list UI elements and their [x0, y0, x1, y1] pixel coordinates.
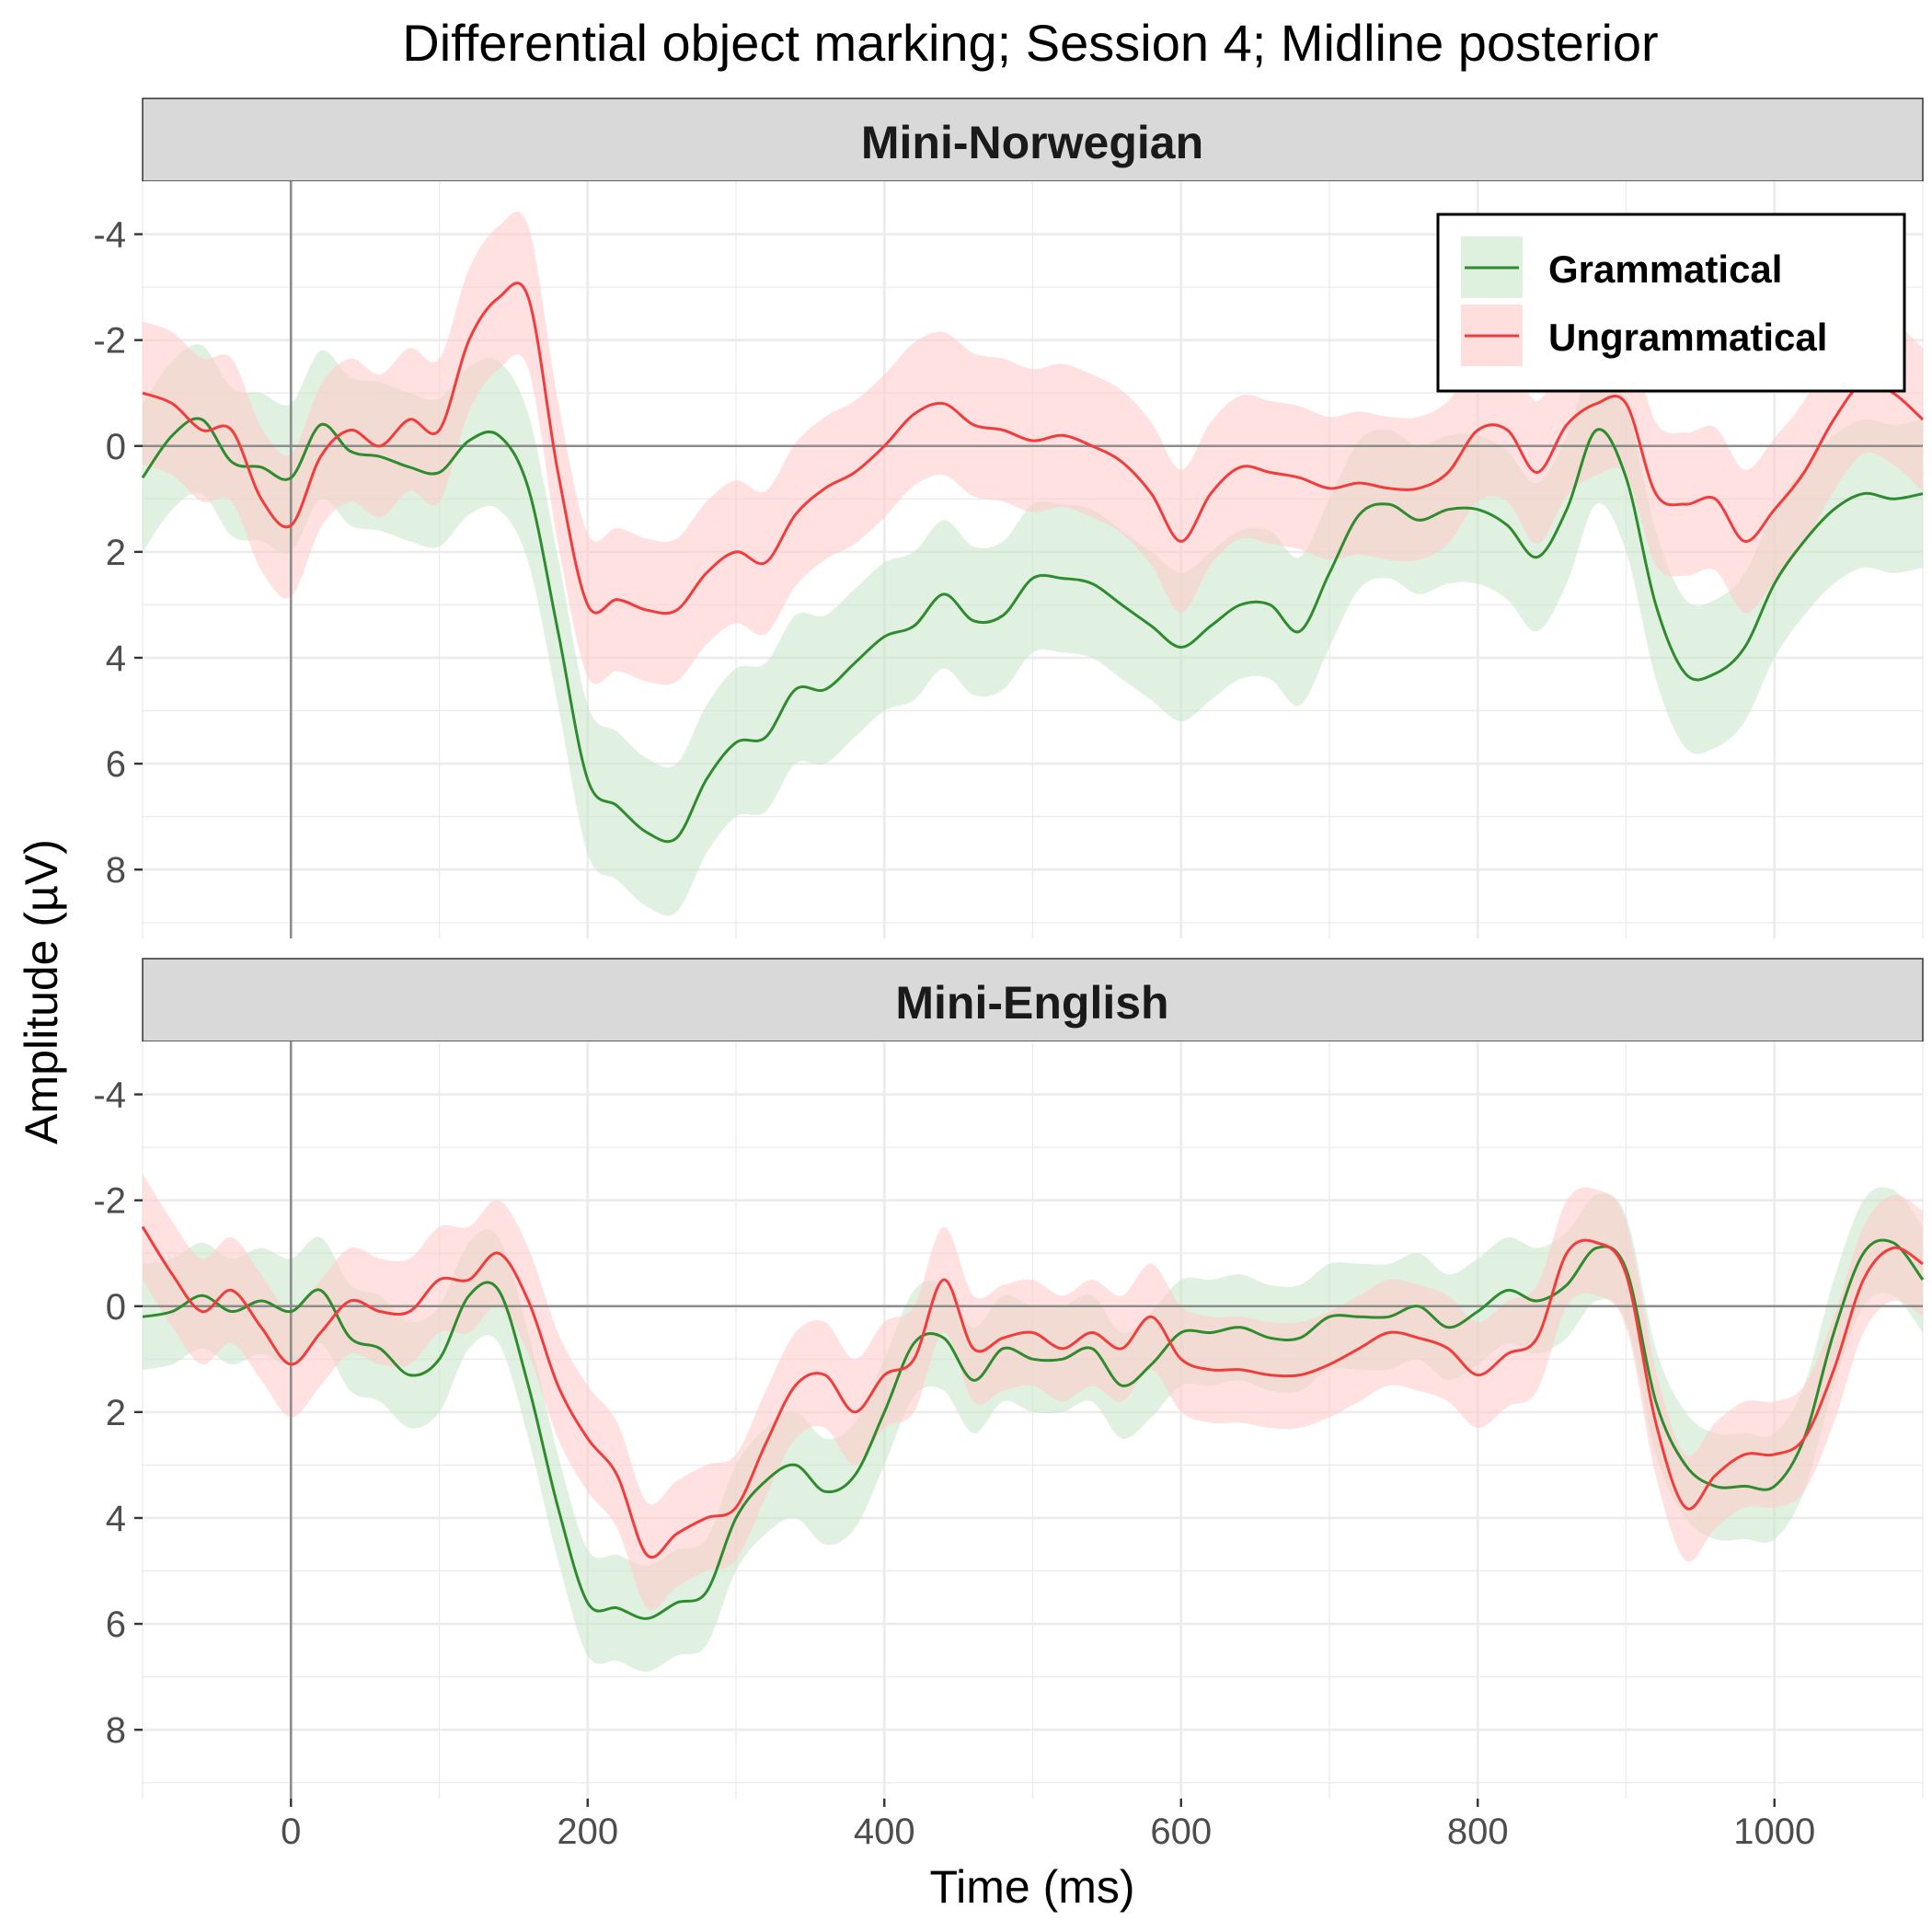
x-tick-label: 400	[854, 1811, 915, 1852]
x-tick-label: 0	[281, 1811, 301, 1852]
y-tick-label: -2	[93, 1181, 126, 1222]
x-tick-label: 200	[557, 1811, 618, 1852]
y-tick-label: 8	[106, 850, 126, 891]
x-tick-label: 600	[1150, 1811, 1212, 1852]
y-tick-label: 4	[106, 1499, 126, 1539]
y-tick-label: 0	[106, 427, 126, 467]
x-tick-label: 800	[1447, 1811, 1509, 1852]
y-tick-label: 2	[106, 1393, 126, 1433]
series-line-ungrammatical	[141, 1225, 1924, 1559]
legend-label-grammatical: Grammatical	[1548, 247, 1782, 291]
plot-area: -4 -2 0 2 4 6 8	[93, 1041, 1925, 1799]
y-tick-label: 4	[106, 638, 126, 679]
series-line-ungrammatical	[142, 282, 1925, 615]
y-tick-label: 2	[106, 533, 126, 573]
panel-mini-norwegian: Mini-Norwegian -4 -2 0 2 4 6 8	[93, 98, 1925, 938]
y-tick-label: -4	[93, 1075, 126, 1116]
series-line-grammatical	[141, 417, 1924, 844]
x-axis-title: Time (ms)	[929, 1861, 1134, 1913]
y-tick-label: 8	[106, 1710, 126, 1751]
y-tick-label: 6	[106, 1604, 126, 1645]
y-axis: -4 -2 0 2 4 6 8	[93, 1075, 143, 1751]
strip-label: Mini-English	[895, 977, 1168, 1029]
ci-band-ungrammatical	[143, 211, 1923, 685]
chart-title: Differential object marking; Session 4; …	[402, 14, 1658, 72]
y-axis: -4 -2 0 2 4 6 8	[93, 215, 143, 891]
y-tick-label: -4	[93, 215, 126, 256]
strip-background	[142, 958, 1924, 1042]
panel-mini-english: Mini-English -4 -2 0 2 4 6 8	[93, 958, 1925, 1799]
ci-band-grammatical	[143, 1187, 1923, 1672]
y-axis-title: Amplitude (µV)	[16, 839, 67, 1144]
legend: Grammatical Ungrammatical	[1436, 213, 1906, 393]
plot-area: -4 -2 0 2 4 6 8	[93, 181, 1925, 938]
x-axis: 0 200 400 600 800 1000	[281, 1799, 1815, 1852]
strip-background	[142, 98, 1924, 182]
strip-label: Mini-Norwegian	[861, 117, 1203, 168]
y-tick-label: -2	[93, 321, 126, 362]
legend-label-ungrammatical: Ungrammatical	[1548, 316, 1827, 359]
x-tick-label: 1000	[1733, 1811, 1815, 1852]
y-tick-label: 6	[106, 744, 126, 785]
series-line-grammatical	[142, 1238, 1925, 1620]
y-tick-label: 0	[106, 1287, 126, 1328]
